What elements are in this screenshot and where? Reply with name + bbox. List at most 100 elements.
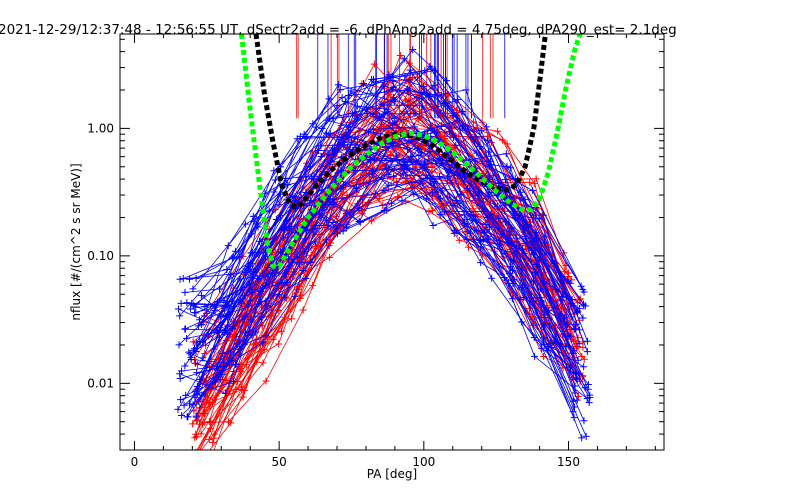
red-series-marker [561, 268, 569, 276]
red-series-marker [578, 353, 586, 361]
blue-series-marker [463, 215, 471, 223]
blue-series-marker [337, 184, 345, 192]
blue-series-marker [334, 169, 342, 177]
blue-series-marker [241, 220, 249, 228]
blue-series-marker [384, 182, 392, 190]
blue-series-marker [366, 155, 374, 163]
blue-series-marker [544, 342, 552, 350]
blue-series-marker [291, 292, 299, 300]
blue-series-marker [371, 190, 379, 198]
blue-series-marker [537, 285, 545, 293]
blue-series-marker [383, 206, 391, 214]
blue-series-marker [235, 253, 243, 261]
blue-series-marker [462, 86, 470, 94]
blue-series-marker [253, 275, 261, 283]
blue-series-marker [323, 116, 331, 124]
red-series-marker [224, 418, 232, 426]
red-series-marker [197, 430, 205, 438]
blue-series-marker [410, 190, 418, 198]
red-series-marker [491, 211, 499, 219]
red-series-marker [469, 205, 477, 213]
blue-series-marker [369, 110, 377, 118]
blue-series-marker [186, 350, 194, 358]
blue-series-marker [529, 187, 537, 195]
blue-series-marker [210, 345, 218, 353]
blue-series-marker [570, 414, 578, 422]
blue-series-marker [283, 278, 291, 286]
fit-layer [239, 34, 583, 270]
blue-series-marker [398, 197, 406, 205]
blue-series-marker [501, 218, 509, 226]
red-series-marker [191, 457, 198, 464]
red-series-marker [469, 118, 477, 126]
blue-series-marker [452, 197, 460, 205]
blue-series-marker [302, 133, 310, 141]
red-series-marker [269, 335, 277, 343]
blue-series-marker [493, 203, 501, 211]
blue-series-marker [324, 221, 332, 229]
blue-series-marker [275, 291, 283, 299]
blue-series-marker [265, 279, 273, 287]
blue-series-marker [328, 144, 336, 152]
blue-series-marker [562, 311, 570, 319]
red-series-marker [532, 175, 540, 183]
blue-series-marker [452, 141, 460, 149]
blue-series-marker [333, 102, 341, 110]
blue-series-marker [435, 173, 443, 181]
blue-series-marker [196, 375, 204, 383]
blue-series-marker [580, 417, 588, 425]
blue-series-marker [487, 210, 495, 218]
blue-series-marker [540, 341, 548, 349]
red-series-marker [190, 456, 197, 463]
blue-series-marker [199, 354, 207, 362]
blue-series-marker [578, 434, 586, 442]
blue-series-marker [496, 241, 504, 249]
blue-series-marker [420, 82, 428, 90]
red-series-marker [494, 127, 502, 135]
red-series-marker [455, 236, 463, 244]
blue-series-marker [326, 130, 334, 138]
blue-series-marker [459, 123, 467, 131]
blue-series-marker [343, 132, 351, 140]
blue-series-marker [302, 274, 310, 282]
blue-series-marker [572, 374, 580, 382]
blue-series-marker [198, 320, 206, 328]
blue-series-marker [471, 157, 479, 165]
blue-series-marker [369, 125, 377, 133]
blue-series-marker [258, 313, 266, 321]
blue-series-marker [407, 152, 415, 160]
blue-series-marker [265, 207, 273, 215]
blue-series-marker [191, 359, 199, 367]
blue-series-marker [197, 291, 205, 299]
blue-series-marker [409, 46, 417, 54]
blue-series-marker [183, 334, 191, 342]
blue-series-marker [521, 233, 529, 241]
blue-series-marker [189, 285, 197, 293]
blue-series-marker [384, 170, 392, 178]
blue-series-marker [369, 76, 377, 84]
blue-series-marker [193, 369, 201, 377]
red-series-trace [209, 168, 573, 450]
blue-series-marker [507, 256, 515, 264]
blue-series-marker [180, 401, 188, 409]
blue-series-marker [400, 55, 408, 63]
red-series-marker [574, 299, 582, 307]
blue-series-marker [176, 275, 184, 283]
blue-series-marker [535, 215, 543, 223]
blue-series-marker [333, 230, 341, 238]
blue-series-marker [192, 309, 200, 317]
blue-series-marker [194, 322, 202, 330]
blue-series-marker [186, 305, 194, 313]
blue-series-marker [457, 191, 465, 199]
blue-series-marker [477, 259, 485, 267]
red-series-marker [206, 418, 214, 426]
blue-series-marker [300, 130, 308, 138]
x-tick-label: 0 [131, 455, 139, 469]
blue-series-marker [334, 81, 342, 89]
red-series-trace [192, 62, 565, 343]
red-series-marker [259, 359, 267, 367]
blue-series-marker [390, 98, 398, 106]
red-series-marker [189, 420, 197, 428]
blue-series-marker [445, 127, 453, 135]
